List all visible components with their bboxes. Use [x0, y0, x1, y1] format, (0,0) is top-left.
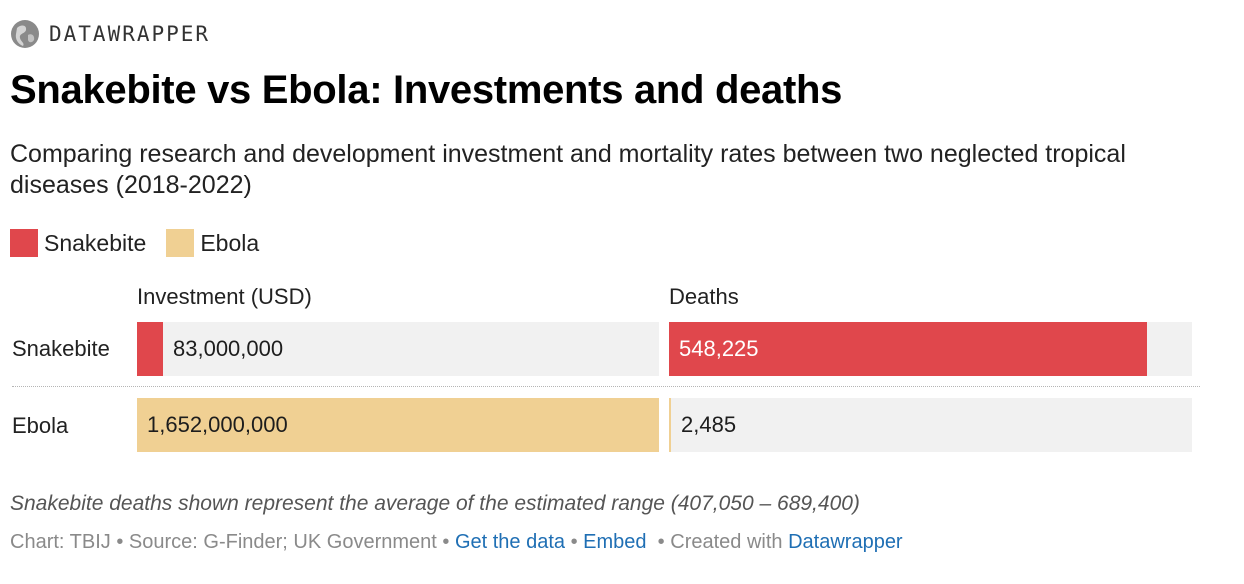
brand-name: DATAWRAPPER: [49, 22, 211, 46]
footer-separator: •: [116, 531, 124, 553]
legend-label-snakebite: Snakebite: [44, 229, 147, 256]
bar-track-ebola-investment: 1,652,000,000: [137, 398, 659, 452]
column-header-deaths: Deaths: [669, 284, 739, 309]
bar-track-ebola-deaths: 2,485: [669, 398, 1192, 452]
bar-snakebite-investment: [137, 322, 163, 376]
created-with-text: Created with: [670, 531, 783, 553]
footer: Chart: TBIJ • Source: G-Finder; UK Gover…: [10, 531, 903, 554]
legend-item-ebola: Ebola: [166, 229, 259, 257]
embed-link[interactable]: Embed: [583, 531, 647, 553]
footer-separator: •: [442, 531, 450, 553]
bar-track-snakebite-deaths: 548,225: [669, 322, 1192, 376]
get-the-data-link[interactable]: Get the data: [454, 531, 566, 553]
legend-swatch-ebola: [166, 229, 195, 257]
row-divider: [12, 386, 1200, 387]
bar-ebola-investment: [137, 398, 659, 452]
brand: DATAWRAPPER: [10, 18, 210, 50]
value-label-ebola-investment: 1,652,000,000: [147, 412, 288, 437]
datawrapper-logo-icon: [11, 20, 39, 48]
value-label-ebola-deaths: 2,485: [681, 412, 737, 437]
chart-credit: Chart: TBIJ: [10, 531, 111, 553]
chart-title: Snakebite vs Ebola: Investments and deat…: [10, 68, 843, 112]
chart-subtitle: Comparing research and development inves…: [10, 140, 1126, 199]
column-header-investment: Investment (USD): [137, 284, 312, 309]
row-label-ebola: Ebola: [12, 413, 69, 438]
datawrapper-link[interactable]: Datawrapper: [788, 531, 903, 553]
legend: Snakebite Ebola: [10, 229, 279, 257]
value-label-snakebite-deaths: 548,225: [679, 336, 759, 361]
legend-item-snakebite: Snakebite: [10, 229, 146, 257]
footer-separator: •: [657, 531, 665, 553]
row-label-snakebite: Snakebite: [12, 336, 110, 361]
bar-snakebite-deaths: [669, 322, 1147, 376]
legend-label-ebola: Ebola: [200, 229, 260, 256]
source-credit: Source: G-Finder; UK Government: [128, 531, 437, 553]
legend-swatch-snakebite: [10, 229, 38, 257]
footer-separator: •: [570, 531, 578, 553]
value-label-snakebite-investment: 83,000,000: [173, 336, 284, 361]
bar-ebola-deaths: [669, 398, 671, 452]
bar-track-snakebite-investment: 83,000,000: [137, 322, 659, 376]
chart-note: Snakebite deaths shown represent the ave…: [10, 492, 860, 515]
